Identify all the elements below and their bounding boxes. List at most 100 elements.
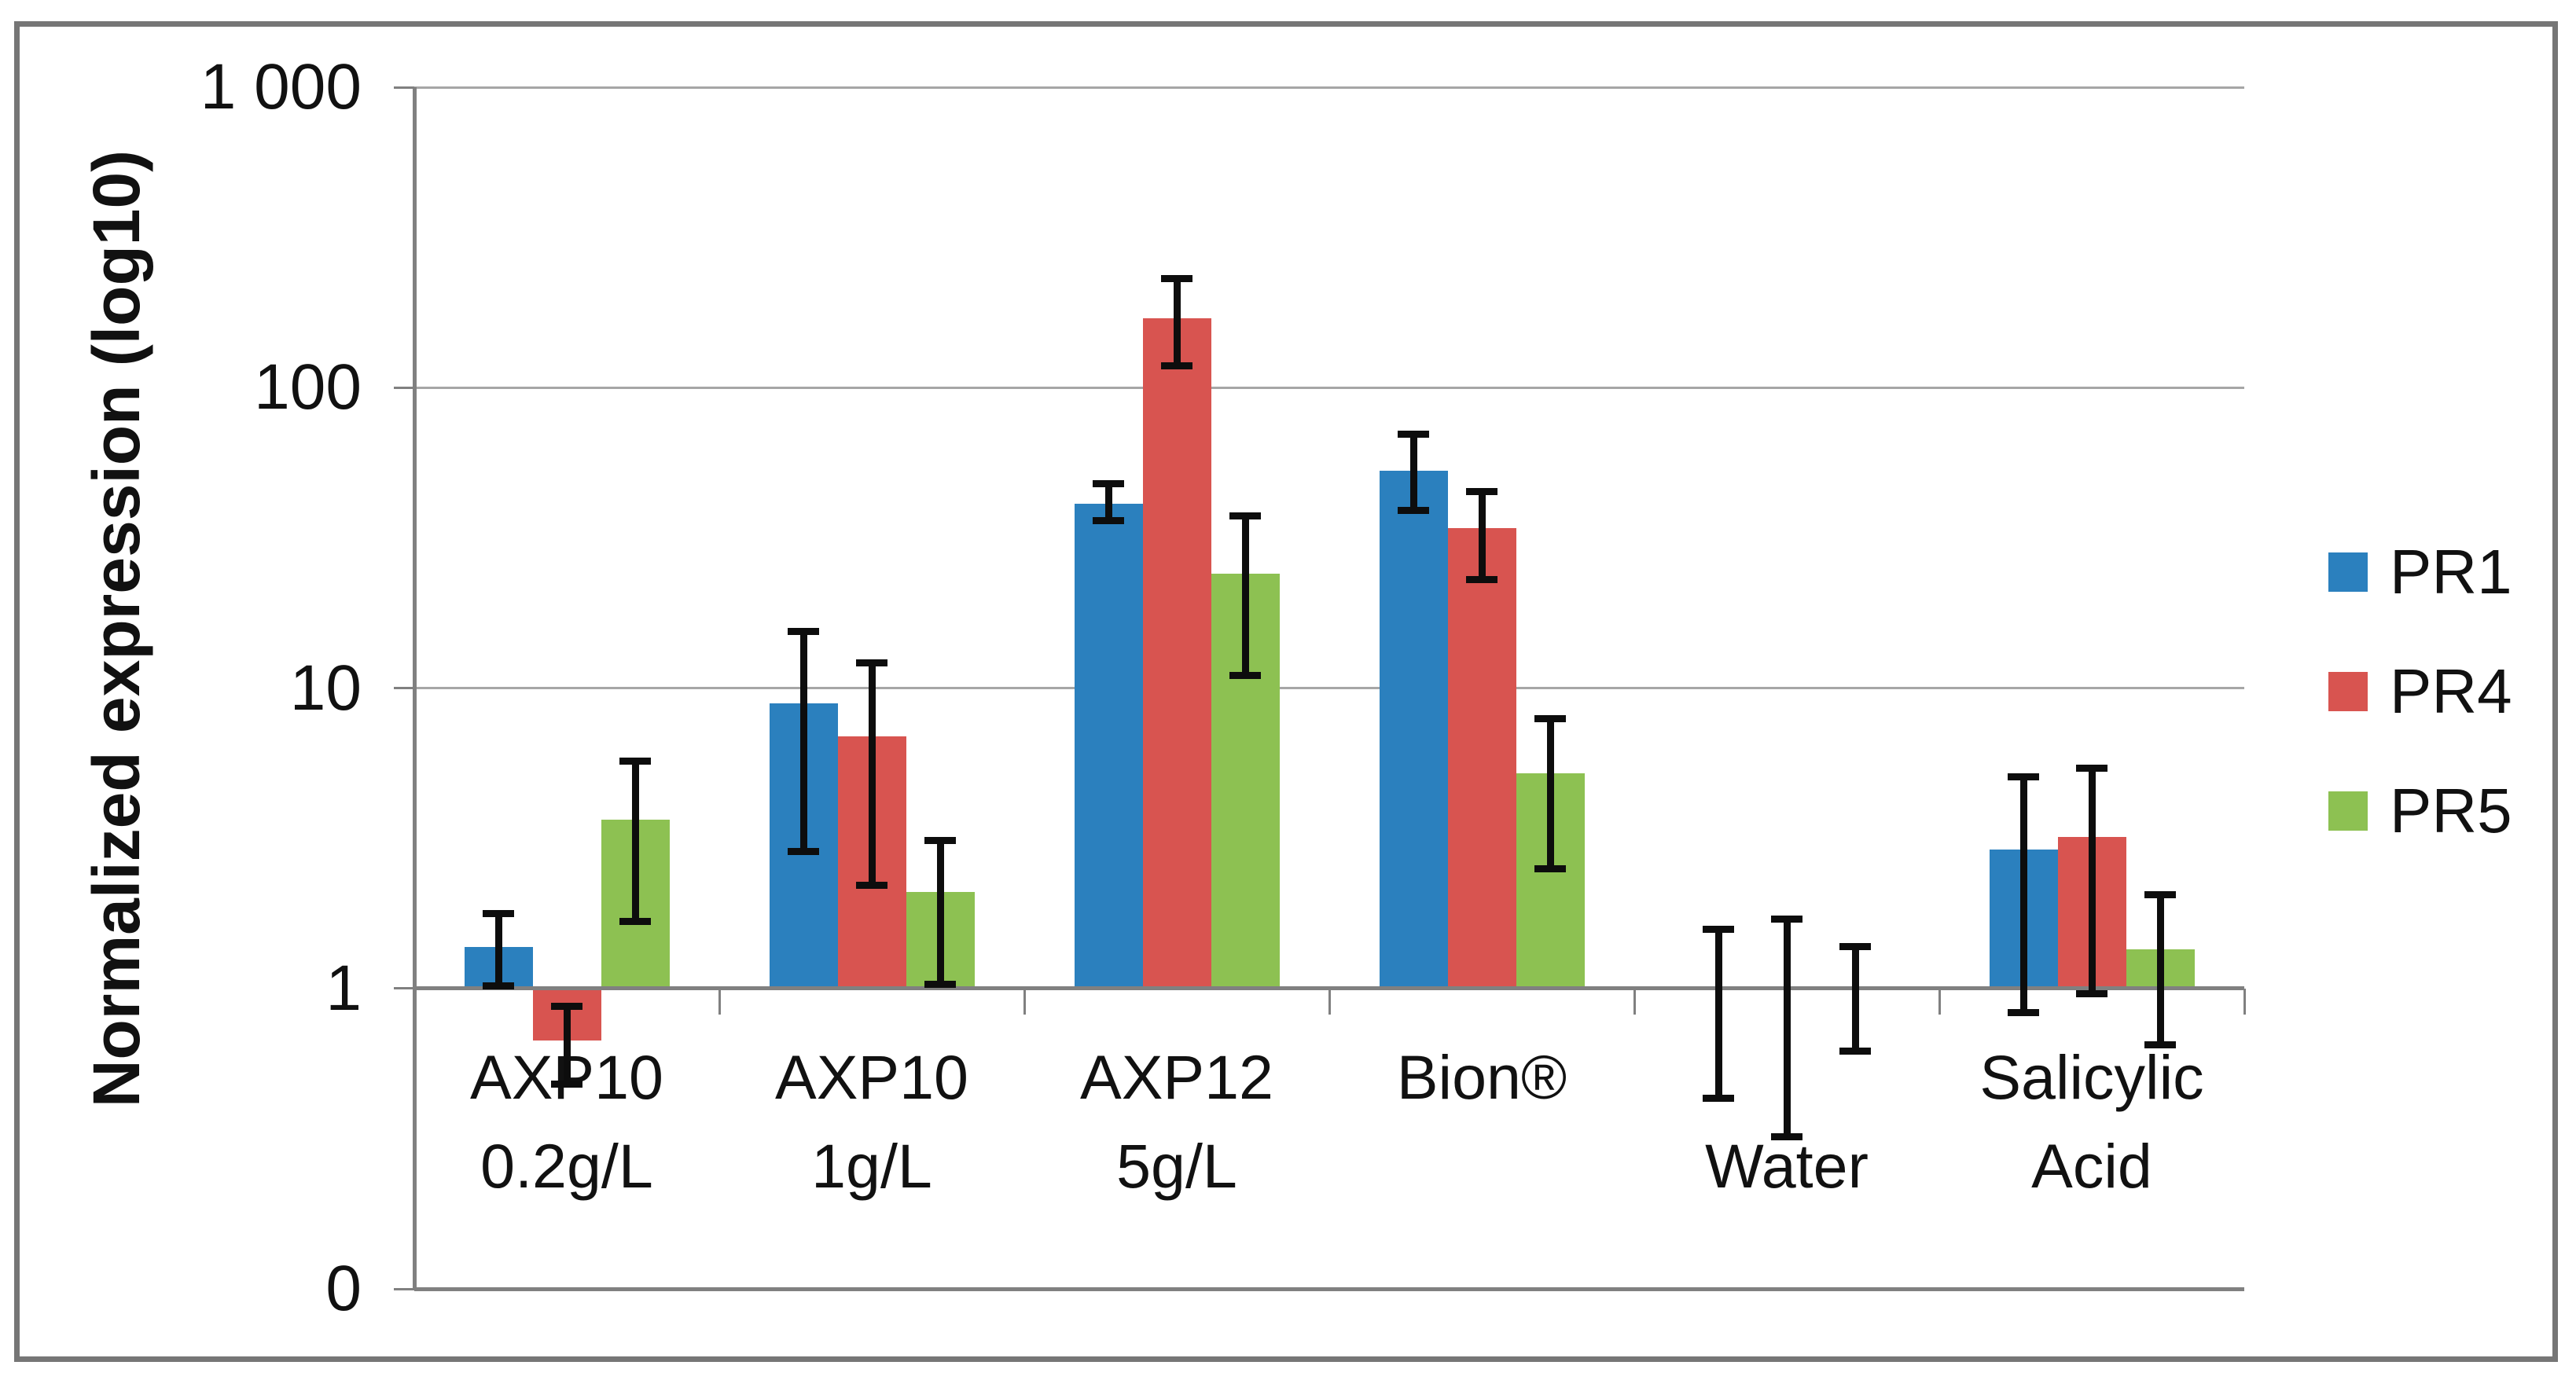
error-bar-cap-bottom	[1093, 517, 1124, 524]
error-bar-PR4-Bion®	[1479, 492, 1486, 579]
error-bar-cap-top	[1229, 512, 1261, 519]
error-bar-cap-top	[1703, 926, 1734, 933]
plot-bottom-line	[414, 1287, 2244, 1291]
error-bar-PR1-Water	[1715, 930, 1722, 1099]
legend-item-PR4: PR4	[2328, 632, 2512, 751]
error-bar-PR5-AXP12 5g/L	[1242, 516, 1249, 676]
bar-PR1-AXP12 5g/L	[1075, 504, 1143, 988]
error-bar-cap-bottom	[619, 918, 651, 925]
error-bar-cap-bottom	[551, 1081, 582, 1088]
y-tick-label: 1	[325, 952, 362, 1024]
legend-label: PR5	[2390, 776, 2512, 846]
x-category-label-line: Acid	[2031, 1131, 2152, 1201]
error-bar-PR5-Water	[1852, 946, 1859, 1051]
y-tick-label: 100	[254, 351, 362, 423]
error-bar-cap-bottom	[1466, 576, 1497, 583]
category-axis-line	[414, 986, 2244, 990]
x-category-label-line: Bion®	[1396, 1042, 1567, 1112]
error-bar-cap-bottom	[1771, 1133, 1802, 1140]
error-bar-cap-bottom	[1534, 865, 1566, 872]
x-boundary-tick	[718, 989, 721, 1015]
y-tick-1000	[394, 86, 414, 89]
x-category-label-line	[1329, 1121, 1634, 1210]
x-category-label-line: AXP12	[1080, 1042, 1273, 1112]
error-bar-cap-top	[1161, 275, 1192, 282]
y-tick-0	[394, 1288, 414, 1290]
bar-PR4-Bion®	[1448, 528, 1516, 988]
gridline-100	[414, 387, 2244, 389]
error-bar-PR1-AXP10 1g/L	[800, 632, 807, 852]
error-bar-cap-top	[1466, 488, 1497, 495]
x-category-label-line: 5g/L	[1116, 1131, 1237, 1201]
error-bar-PR5-Bion®	[1547, 719, 1554, 869]
x-category-label-Salicylic Acid: Salicylic Acid	[1939, 1033, 2244, 1210]
y-tick-10	[394, 687, 414, 689]
x-boundary-tick	[1633, 989, 1636, 1015]
error-bar-cap-bottom	[1839, 1048, 1871, 1055]
gridline-10	[414, 687, 2244, 689]
x-category-label-AXP10 1g/L: AXP10 1g/L	[719, 1033, 1024, 1210]
error-bar-cap-bottom	[1229, 672, 1261, 679]
error-bar-PR4-Salicylic Acid	[2089, 769, 2096, 994]
error-bar-cap-top	[1093, 480, 1124, 487]
y-axis-line	[413, 87, 417, 1290]
error-bar-cap-top	[1771, 916, 1802, 923]
x-boundary-tick	[2243, 989, 2246, 1015]
legend: PR1 PR4 PR5	[2328, 512, 2512, 871]
legend-item-PR1: PR1	[2328, 512, 2512, 632]
x-boundary-tick	[1328, 989, 1331, 1015]
error-bar-PR4-AXP10 1g/L	[869, 663, 876, 886]
error-bar-cap-bottom	[1161, 362, 1192, 369]
error-bar-cap-top	[551, 1003, 582, 1010]
error-bar-PR4-AXP10 0.2g/L	[564, 1007, 571, 1085]
error-bar-cap-top	[788, 628, 819, 635]
error-bar-cap-bottom	[1398, 507, 1429, 514]
x-boundary-tick	[1938, 989, 1941, 1015]
error-bar-cap-bottom	[856, 882, 887, 889]
error-bar-cap-top	[1534, 715, 1566, 722]
error-bar-cap-top	[619, 758, 651, 765]
error-bar-cap-bottom	[483, 982, 514, 989]
legend-item-PR5: PR5	[2328, 751, 2512, 871]
error-bar-PR1-AXP12 5g/L	[1105, 483, 1112, 521]
x-category-label-line: Salicylic	[1979, 1042, 2204, 1112]
error-bar-PR4-AXP12 5g/L	[1174, 279, 1181, 366]
error-bar-PR4-Water	[1784, 919, 1791, 1137]
y-tick-label: 1 000	[200, 51, 362, 123]
figure-border	[14, 21, 2558, 1362]
error-bar-cap-bottom	[2076, 990, 2107, 997]
error-bar-cap-top	[483, 910, 514, 917]
x-category-label-Water: Water	[1634, 1033, 1939, 1210]
y-tick-1	[394, 987, 414, 989]
error-bar-PR1-Salicylic Acid	[2020, 777, 2027, 1013]
error-bar-cap-top	[924, 837, 956, 844]
error-bar-cap-top	[856, 659, 887, 666]
error-bar-PR1-AXP10 0.2g/L	[495, 914, 502, 986]
legend-swatch-icon	[2328, 672, 2368, 711]
legend-swatch-icon	[2328, 791, 2368, 831]
x-category-label-AXP12 5g/L: AXP12 5g/L	[1024, 1033, 1329, 1210]
error-bar-PR1-Bion®	[1410, 434, 1417, 510]
error-bar-cap-bottom	[2144, 1041, 2176, 1048]
x-category-label-Bion®: Bion®	[1329, 1033, 1634, 1210]
error-bar-cap-top	[2144, 891, 2176, 898]
x-boundary-tick	[1023, 989, 1026, 1015]
y-tick-label: 10	[289, 652, 362, 724]
error-bar-cap-top	[1398, 431, 1429, 438]
x-category-label-line: 1g/L	[811, 1131, 932, 1201]
error-bar-cap-bottom	[2008, 1009, 2039, 1016]
error-bar-cap-top	[2008, 773, 2039, 780]
x-category-label-line: 0.2g/L	[480, 1131, 653, 1201]
error-bar-cap-bottom	[1703, 1095, 1734, 1102]
legend-swatch-icon	[2328, 552, 2368, 592]
gridline-1000	[414, 86, 2244, 89]
x-category-label-line: AXP10	[775, 1042, 968, 1112]
bar-PR1-Bion®	[1380, 471, 1448, 989]
x-category-label-line: Water	[1705, 1131, 1869, 1201]
error-bar-PR5-AXP10 0.2g/L	[632, 762, 639, 922]
bar-PR4-AXP12 5g/L	[1143, 318, 1211, 989]
x-category-label-AXP10 0.2g/L: AXP10 0.2g/L	[414, 1033, 719, 1210]
legend-label: PR1	[2390, 537, 2512, 607]
